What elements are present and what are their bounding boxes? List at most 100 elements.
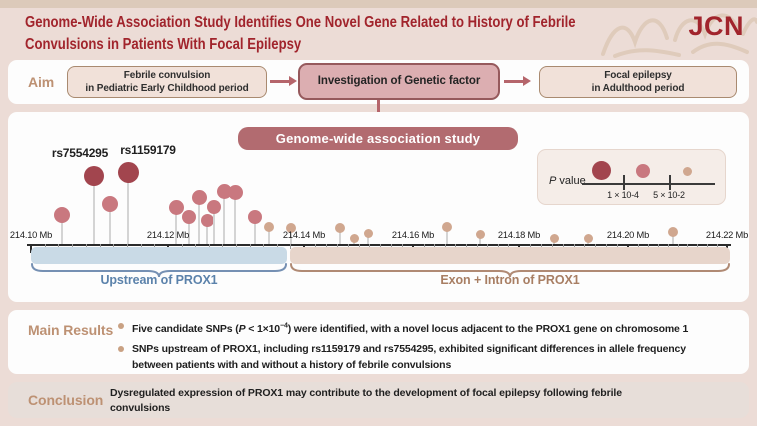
snp-label: rs1159179 — [120, 143, 176, 157]
brain-illustration — [597, 0, 757, 58]
aim-box1-line2: in Pediatric Early Childhood period — [85, 83, 249, 94]
lollipop-stem — [198, 197, 200, 244]
lollipop-snp-marker — [191, 189, 207, 205]
bullet-icon — [118, 323, 124, 329]
lollipop-stem — [175, 207, 177, 244]
aim-section: Aim Febrile convulsion in Pediatric Earl… — [8, 60, 749, 104]
lollipop-snp-marker — [200, 213, 214, 227]
lollipop-snp-marker — [264, 222, 274, 232]
gwas-header: Genome-wide association study — [238, 127, 518, 150]
lollipop-snp-marker — [54, 207, 70, 223]
result-bullet-2-text: SNPs upstream of PROX1, including rs1159… — [132, 342, 688, 374]
legend-tick — [623, 175, 625, 190]
b1-mid: < 1×10 — [245, 323, 280, 335]
axis-minor-tick — [290, 244, 292, 249]
axis-tick-label: 214.14 Mb — [282, 230, 326, 240]
lollipop-stem — [127, 172, 129, 244]
b2-line1: SNPs upstream of PROX1, including rs1159… — [132, 342, 686, 355]
lollipop-snp-marker — [335, 223, 345, 233]
b1-superscript: −4 — [280, 322, 288, 330]
legend-threshold-1: 1 × 10-4 — [607, 190, 639, 200]
result-bullet-1-text: Five candidate SNPs (P < 1×10−4) were id… — [132, 322, 689, 336]
lollipop-snp-marker — [442, 222, 452, 232]
aim-box3-line1: Focal epilepsy — [604, 70, 672, 81]
aim-box-febrile-convulsion: Febrile convulsion in Pediatric Early Ch… — [67, 66, 267, 98]
lollipop-snp-marker — [168, 199, 184, 215]
b1-p-italic: P — [238, 323, 246, 335]
axis-tick-label: 214.20 Mb — [606, 230, 650, 240]
conclusion-line1: Dysregulated expression of PROX1 may con… — [110, 387, 622, 399]
pvalue-p: P — [549, 175, 557, 187]
lollipop-stem — [213, 207, 215, 244]
lollipop-stem — [223, 191, 225, 244]
axis-tick — [30, 244, 32, 253]
legend-axis — [582, 183, 715, 185]
aim-box2-label: Investigation of Genetic factor — [317, 75, 481, 88]
lollipop-stem — [479, 234, 481, 244]
conclusion-label: Conclusion — [28, 392, 104, 408]
lollipop-snp-marker — [182, 210, 196, 224]
main-results-label: Main Results — [28, 322, 114, 338]
pvalue-label: P value — [549, 175, 586, 187]
title-line-2: Convulsions in Patients With Focal Epile… — [25, 35, 302, 53]
axis-line — [27, 244, 731, 246]
b2-line2: between patients with and without a hist… — [132, 358, 452, 371]
lollipop-stem — [109, 204, 111, 244]
lollipop-stem — [446, 227, 448, 244]
lollipop-stem — [672, 232, 674, 244]
legend-tick — [669, 175, 671, 190]
upstream-brace — [31, 263, 287, 278]
lollipop-snp-marker — [84, 166, 104, 186]
exon-intron-brace — [290, 263, 730, 278]
aim-label: Aim — [28, 74, 55, 90]
lollipop-stem — [188, 217, 190, 244]
lollipop-snp-marker — [248, 210, 262, 224]
b1-post: ) were identified, with a novel locus ad… — [287, 323, 689, 335]
legend-threshold-2: 5 × 10-2 — [653, 190, 685, 200]
pvalue-legend: P value 1 × 10-4 5 × 10-2 — [537, 149, 726, 205]
lollipop-snp-marker — [286, 223, 296, 233]
lollipop-snp-marker — [227, 184, 243, 200]
lollipop-snp-marker — [549, 233, 559, 243]
axis-tick-label: 214.22 Mb — [705, 230, 749, 240]
lollipop-snp-marker — [583, 233, 593, 243]
snp-label: rs7554295 — [51, 146, 109, 160]
lollipop-stem — [93, 176, 95, 244]
aim-box1-line1: Febrile convulsion — [123, 70, 211, 81]
lollipop-stem — [290, 228, 292, 244]
bullet-icon — [118, 345, 124, 352]
b1-pre: Five candidate SNPs ( — [132, 323, 239, 335]
arrow-right-icon — [504, 76, 531, 85]
lollipop-snp-marker — [117, 161, 139, 183]
lollipop-stem — [234, 192, 236, 244]
lollipop-snp-marker — [668, 227, 678, 237]
conclusion-text: Dysregulated expression of PROX1 may con… — [110, 386, 622, 416]
lollipop-stem — [206, 220, 208, 244]
pvalue-rest: value — [556, 175, 586, 187]
lollipop-snp-marker — [102, 196, 118, 212]
conclusion-line2: convulsions — [110, 402, 171, 415]
axis-tick-label: 214.18 Mb — [497, 230, 541, 240]
arrow-right-icon — [270, 76, 297, 85]
legend-circle — [682, 167, 692, 176]
aim-box-focal-epilepsy: Focal epilepsy in Adulthood period — [539, 66, 737, 98]
title-line-1: Genome-Wide Association Study Identifies… — [25, 14, 576, 31]
region-exon-intron-prox1 — [290, 246, 730, 264]
lollipop-snp-marker — [207, 200, 221, 214]
lollipop-stem — [254, 217, 256, 244]
lollipop-stem — [268, 227, 270, 244]
upstream-label: Upstream of PROX1 — [100, 273, 218, 287]
journal-logo: JCN — [688, 11, 744, 41]
lollipop-stem — [367, 233, 369, 244]
axis-tick-label: 214.16 Mb — [391, 230, 435, 240]
region-upstream-prox1 — [31, 246, 287, 264]
lollipop-snp-marker — [363, 228, 373, 238]
page-title: Genome-Wide Association Study Identifies… — [25, 12, 576, 55]
conclusion-section: Conclusion Dysregulated expression of PR… — [8, 382, 749, 418]
lollipop-snp-marker — [349, 233, 359, 243]
legend-circle — [636, 163, 650, 178]
results-bullets: Five candidate SNPs (P < 1×10−4) were id… — [118, 319, 688, 377]
result-bullet-1: Five candidate SNPs (P < 1×10−4) were id… — [118, 319, 688, 338]
lollipop-snp-marker — [475, 229, 485, 239]
